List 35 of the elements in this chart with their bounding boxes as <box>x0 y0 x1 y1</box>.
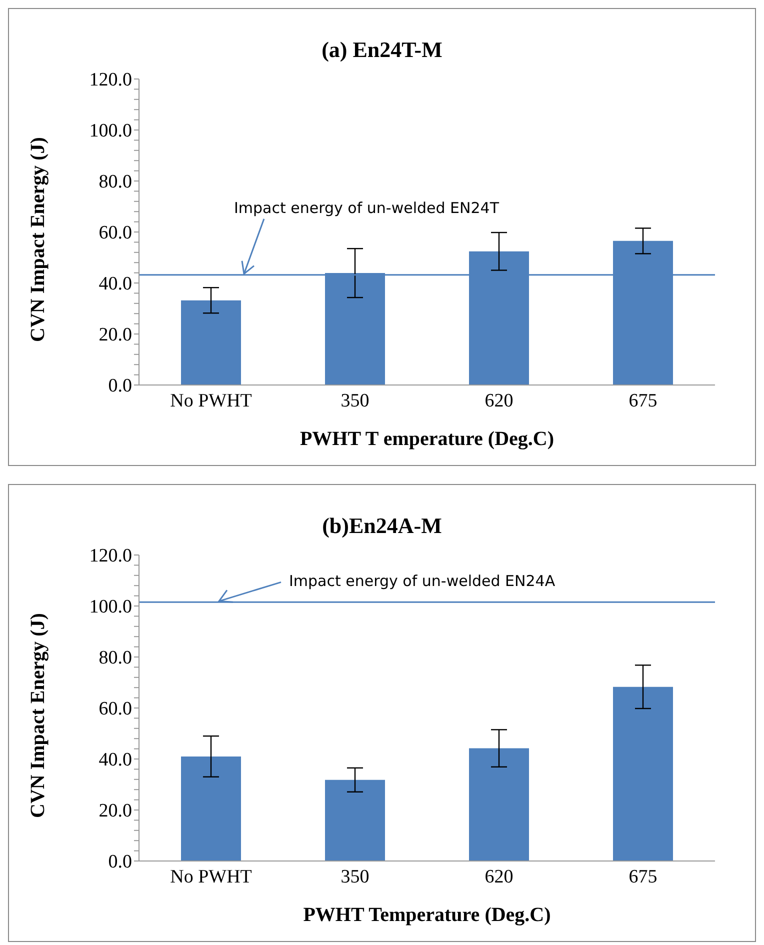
y-tick-label: 120.0 <box>89 546 132 567</box>
bar <box>325 780 385 861</box>
y-tick-label: 60.0 <box>98 698 132 720</box>
y-tick-label: 100.0 <box>89 596 132 618</box>
y-tick-label: 120.0 <box>89 70 132 91</box>
chart-title: (b)En24A-M <box>322 513 442 538</box>
legend-label: Impact energy of un-welded EN24A <box>289 572 556 590</box>
x-axis-title: PWHT Temperature (Deg.C) <box>303 904 551 926</box>
bar <box>181 300 241 385</box>
y-tick-label: 80.0 <box>98 648 132 669</box>
y-tick-label: 40.0 <box>98 750 132 771</box>
bar <box>613 686 673 861</box>
x-tick-label: 350 <box>340 866 370 888</box>
chart-title: (a) En24T-M <box>322 37 443 62</box>
y-tick-label: 0.0 <box>108 376 132 397</box>
y-tick-label: 0.0 <box>108 852 132 873</box>
y-tick-label: 20.0 <box>98 324 132 346</box>
y-tick-label: 80.0 <box>98 172 132 193</box>
bar <box>181 756 241 861</box>
bar <box>469 748 529 861</box>
y-axis-title: CVN Impact Energy (J) <box>27 137 50 342</box>
x-tick-label: 675 <box>628 390 658 412</box>
y-tick-label: 40.0 <box>98 274 132 295</box>
y-axis-title: CVN Impact Energy (J) <box>27 613 50 818</box>
y-tick-label: 20.0 <box>98 800 132 822</box>
x-tick-label: No PWHT <box>170 390 252 412</box>
x-tick-label: 620 <box>484 866 514 888</box>
ref-line-label: Impact energy of un-welded EN24T <box>234 198 500 217</box>
y-tick-label: 100.0 <box>89 120 132 142</box>
x-tick-label: 350 <box>340 390 370 412</box>
x-tick-label: 620 <box>484 390 514 412</box>
x-axis-title: PWHT T emperature (Deg.C) <box>300 428 554 450</box>
y-tick-label: 60.0 <box>98 222 132 244</box>
x-tick-label: 675 <box>628 866 658 888</box>
x-tick-label: No PWHT <box>170 866 252 888</box>
